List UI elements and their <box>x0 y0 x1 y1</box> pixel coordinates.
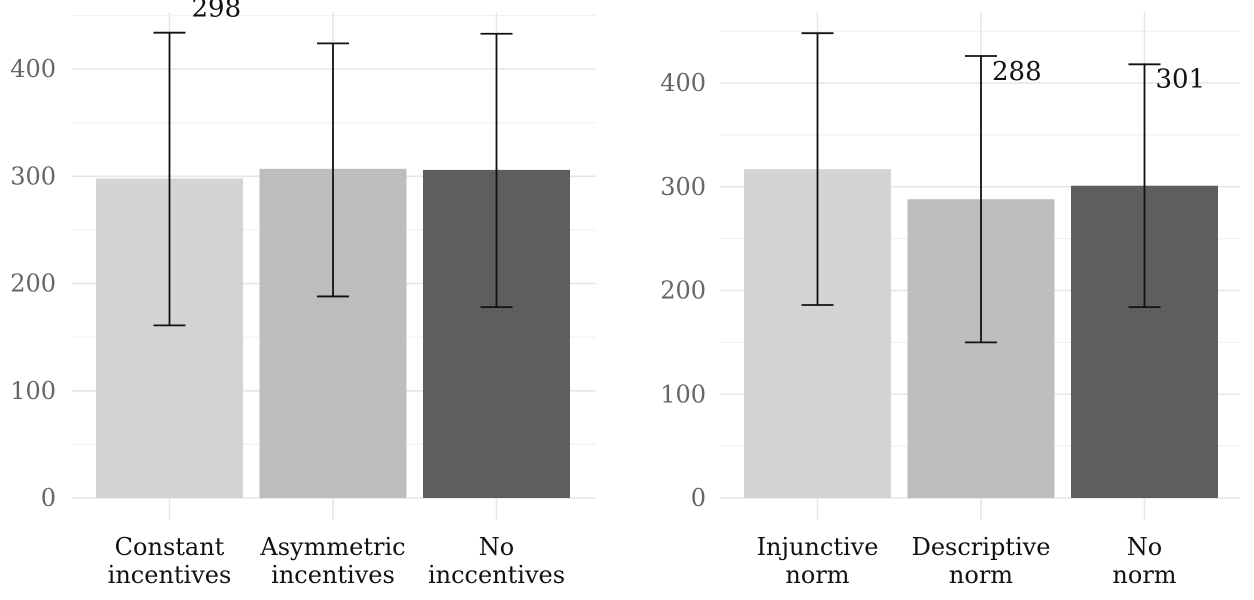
x-category-label: Asymmetric <box>259 533 405 561</box>
x-category-label: inccentives <box>428 561 565 589</box>
y-tick-label: 200 <box>660 277 706 305</box>
x-category-label: No <box>479 533 514 561</box>
data-value-label: 288 <box>992 57 1042 87</box>
y-tick-label: 400 <box>10 55 56 83</box>
x-category-label: Injunctive <box>757 533 879 561</box>
y-tick-label: 300 <box>660 173 706 201</box>
y-tick-label: 200 <box>10 270 56 298</box>
y-tick-label: 400 <box>660 69 706 97</box>
right-chart-panel: 0100200300400317288301InjunctivenormDesc… <box>660 12 1240 589</box>
x-category-label: norm <box>1112 561 1176 589</box>
y-tick-label: 0 <box>41 484 56 512</box>
x-category-label: norm <box>785 561 849 589</box>
y-tick-label: 100 <box>10 377 56 405</box>
y-tick-label: 100 <box>660 380 706 408</box>
x-category-label: norm <box>949 561 1013 589</box>
x-category-label: Constant <box>115 533 225 561</box>
x-category-label: No <box>1127 533 1162 561</box>
y-tick-label: 300 <box>10 162 56 190</box>
left-chart-panel: 0100200300400298307306Constantincentives… <box>10 0 596 589</box>
x-category-label: incentives <box>271 561 395 589</box>
x-category-label: incentives <box>108 561 232 589</box>
x-category-label: Descriptive <box>912 533 1051 561</box>
y-tick-label: 0 <box>691 484 706 512</box>
data-value-label: 301 <box>1156 65 1206 95</box>
data-value-label: 298 <box>192 0 242 23</box>
